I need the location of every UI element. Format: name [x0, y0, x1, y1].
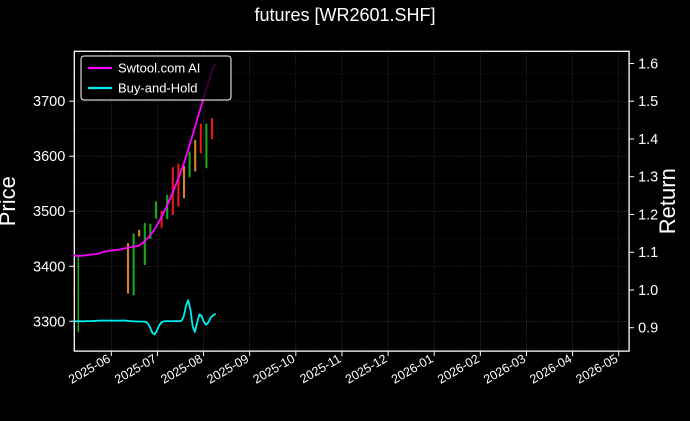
- svg-text:Swtool.com AI: Swtool.com AI: [118, 61, 200, 76]
- svg-text:1.6: 1.6: [638, 56, 658, 72]
- svg-text:0.9: 0.9: [638, 321, 658, 337]
- svg-text:3300: 3300: [33, 314, 65, 330]
- svg-text:Price: Price: [0, 176, 20, 226]
- svg-text:1.4: 1.4: [638, 132, 658, 148]
- svg-text:1.1: 1.1: [638, 245, 658, 261]
- svg-text:3700: 3700: [33, 94, 65, 110]
- svg-text:futures [WR2601.SHF]: futures [WR2601.SHF]: [254, 5, 435, 25]
- svg-text:Buy-and-Hold: Buy-and-Hold: [118, 81, 198, 96]
- svg-text:1.5: 1.5: [638, 94, 658, 110]
- svg-text:Return: Return: [655, 168, 680, 234]
- svg-text:3400: 3400: [33, 259, 65, 275]
- svg-text:3500: 3500: [33, 204, 65, 220]
- svg-text:1.0: 1.0: [638, 283, 658, 299]
- svg-text:3600: 3600: [33, 149, 65, 165]
